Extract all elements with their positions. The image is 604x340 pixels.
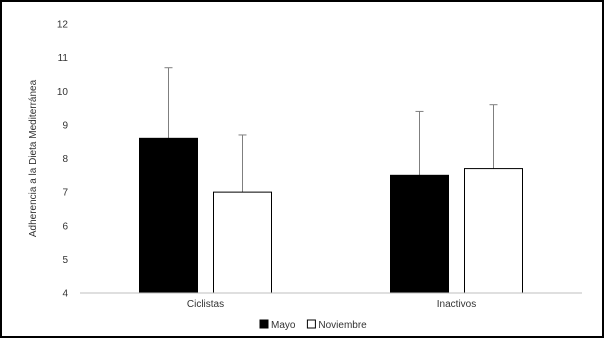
legend-label: Mayo: [271, 320, 296, 331]
y-tick-label: 6: [62, 221, 68, 232]
legend-swatch: [259, 319, 269, 329]
y-tick-label: 9: [62, 120, 68, 131]
bar-noviembre-inactivos: [464, 168, 523, 294]
y-tick-label: 7: [62, 188, 68, 199]
y-tick-label: 5: [62, 255, 68, 266]
legend-label: Noviembre: [318, 320, 367, 331]
y-tick-label: 8: [62, 154, 68, 165]
x-tick-label: Inactivos: [437, 299, 476, 310]
y-tick-label: 4: [62, 289, 68, 300]
bar-mayo-ciclistas: [139, 137, 198, 294]
bar-noviembre-ciclistas: [213, 191, 272, 294]
y-tick-label: 11: [58, 53, 69, 64]
bar-mayo-inactivos: [390, 174, 449, 294]
x-tick-label: Ciclistas: [187, 299, 224, 310]
y-axis-label: Adherencia a la Dieta Mediterránea: [28, 79, 39, 237]
y-tick-label: 12: [57, 20, 69, 31]
legend-swatch: [306, 319, 316, 329]
y-tick-label: 10: [57, 87, 69, 98]
